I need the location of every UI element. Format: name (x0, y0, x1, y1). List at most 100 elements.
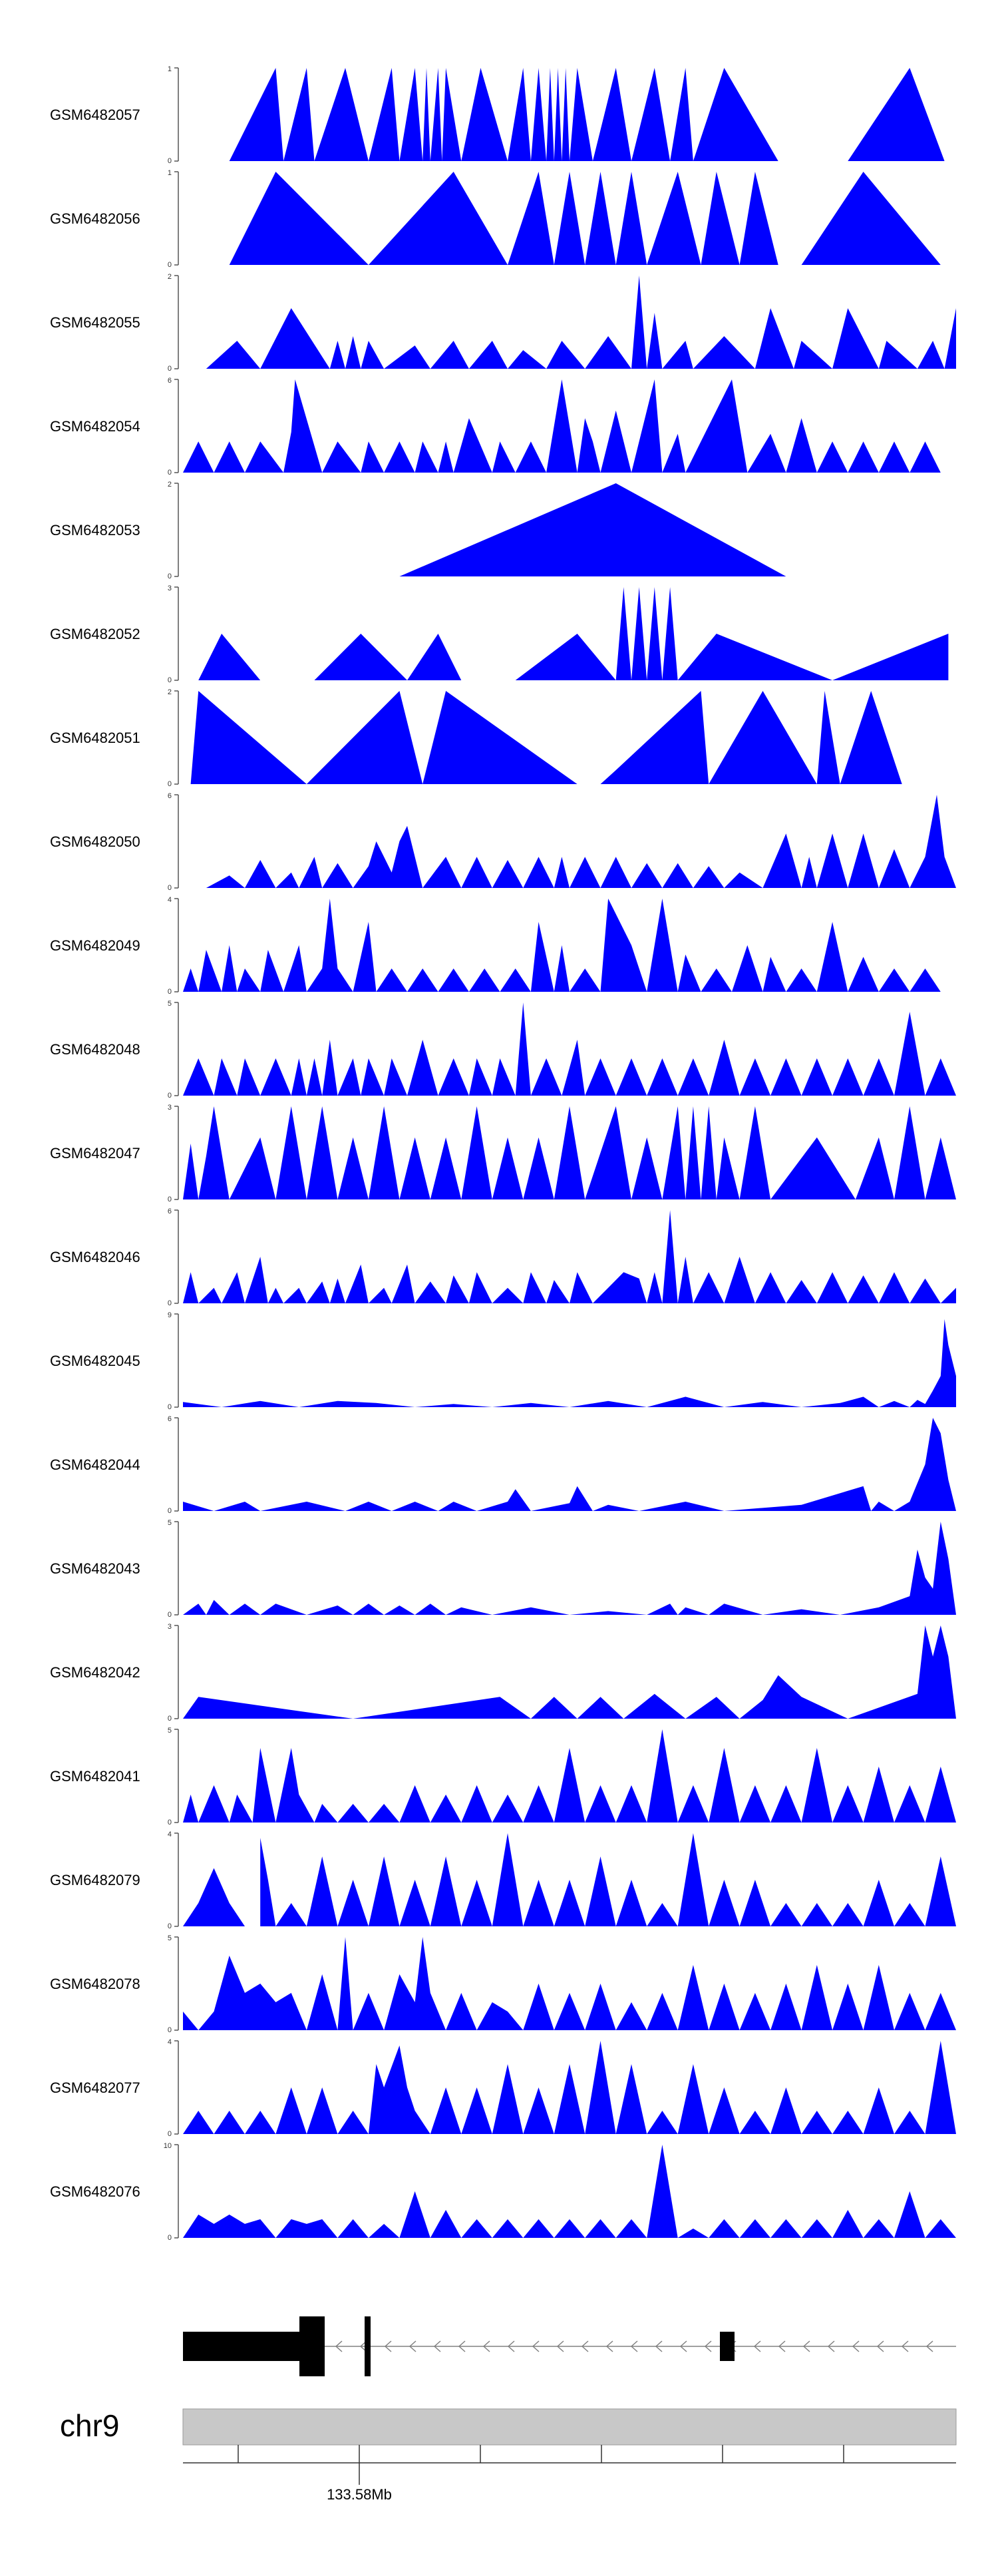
track-label: GSM6482047 (50, 1145, 140, 1162)
y-tick-label: 5 (168, 1519, 172, 1527)
strand-arrow (901, 2340, 909, 2352)
track: GSM6482048 5 0 (50, 1000, 956, 1100)
track-label: GSM6482046 (50, 1249, 140, 1265)
track: GSM6482079 4 0 (50, 1830, 956, 1930)
y-tick-label: 0 (168, 2234, 172, 2242)
y-tick-label: 5 (168, 1000, 172, 1008)
coverage-area (190, 691, 902, 784)
track-label: GSM6482057 (50, 107, 140, 123)
coverage-tracks: GSM648205710GSM648205610GSM648205520GSM6… (50, 65, 956, 2242)
coverage-area (183, 1937, 956, 2030)
y-tick-label: 9 (168, 1311, 172, 1319)
strand-arrow (876, 2340, 884, 2352)
track: GSM6482077 4 0 (50, 2038, 956, 2138)
y-tick-label: 0 (168, 676, 172, 684)
y-tick-label: 2 (168, 688, 172, 696)
track: GSM6482044 6 0 (50, 1415, 956, 1515)
exon-block (299, 2316, 325, 2376)
chromosome-label: chr9 (60, 2408, 119, 2443)
y-tick-label: 0 (168, 1403, 172, 1411)
y-tick-label: 0 (168, 1299, 172, 1307)
strand-arrow (852, 2340, 860, 2352)
track: GSM6482046 6 0 (50, 1207, 956, 1307)
strand-arrow (655, 2340, 663, 2352)
track: GSM6482056 1 0 (50, 169, 941, 269)
y-tick-label: 3 (168, 1623, 172, 1631)
coverage-area (183, 1002, 956, 1096)
coverage-area (183, 899, 941, 992)
y-tick-label: 5 (168, 1934, 172, 1942)
strand-arrow (704, 2340, 712, 2352)
track-label: GSM6482044 (50, 1456, 140, 1473)
y-tick-label: 3 (168, 584, 172, 592)
track: GSM6482041 5 0 (50, 1727, 956, 1826)
track-label: GSM6482041 (50, 1768, 140, 1785)
strand-arrow (753, 2340, 761, 2352)
y-tick-label: 0 (168, 365, 172, 373)
coverage-area (198, 587, 949, 680)
y-tick-label: 6 (168, 377, 172, 385)
y-tick-label: 2 (168, 481, 172, 489)
track: GSM6482055 2 0 (50, 273, 956, 373)
track: GSM6482042 3 0 (50, 1623, 956, 1723)
track: GSM6482076 10 0 (50, 2142, 956, 2242)
track: GSM6482078 5 0 (50, 1934, 956, 2034)
y-tick-label: 0 (168, 884, 172, 892)
track: GSM6482051 2 0 (50, 688, 902, 788)
y-tick-label: 1 (168, 169, 172, 177)
strand-arrow (679, 2340, 687, 2352)
y-tick-label: 0 (168, 780, 172, 788)
track-label: GSM6482052 (50, 626, 140, 642)
strand-arrow (556, 2340, 564, 2352)
y-tick-label: 0 (168, 1922, 172, 1930)
track-label: GSM6482050 (50, 833, 140, 850)
y-tick-label: 0 (168, 1715, 172, 1723)
coverage-area (183, 1106, 956, 1199)
ideogram-band (182, 2408, 957, 2446)
strand-arrow (458, 2340, 466, 2352)
strand-arrow (482, 2340, 490, 2352)
strand-arrow (778, 2340, 786, 2352)
track: GSM6482054 6 0 (50, 377, 941, 477)
y-tick-label: 0 (168, 1092, 172, 1100)
coverage-area (206, 276, 956, 369)
track-label: GSM6482053 (50, 522, 140, 538)
strand-arrow (581, 2340, 589, 2352)
strand-arrow (630, 2340, 638, 2352)
track: GSM6482045 9 0 (50, 1311, 956, 1411)
y-tick-label: 10 (164, 2142, 172, 2150)
track-label: GSM6482045 (50, 1353, 140, 1369)
track: GSM6482057 1 0 (50, 65, 945, 165)
track-label: GSM6482076 (50, 2183, 140, 2200)
y-tick-label: 0 (168, 261, 172, 269)
y-tick-label: 4 (168, 896, 172, 904)
y-tick-label: 0 (168, 469, 172, 477)
track-label: GSM6482049 (50, 937, 140, 954)
y-tick-label: 0 (168, 572, 172, 580)
coverage-area (183, 1418, 956, 1511)
track: GSM6482052 3 0 (50, 584, 949, 684)
y-tick-label: 4 (168, 1830, 172, 1838)
utr-block (183, 2332, 303, 2361)
strand-arrow (384, 2340, 392, 2352)
strand-arrow (433, 2340, 441, 2352)
strand-arrow (532, 2340, 540, 2352)
y-tick-label: 6 (168, 1415, 172, 1423)
strand-arrow (925, 2340, 933, 2352)
y-tick-label: 0 (168, 2026, 172, 2034)
y-tick-label: 2 (168, 273, 172, 281)
coverage-area (183, 1833, 956, 1926)
chromosome-ideogram: chr9 133.58Mb (60, 2408, 957, 2503)
track-label: GSM6482078 (50, 1976, 140, 1992)
track-label: GSM6482079 (50, 1872, 140, 1888)
coverage-area (183, 1729, 956, 1823)
coverage-area (183, 1522, 956, 1615)
coverage-area (183, 1319, 956, 1407)
track-label: GSM6482056 (50, 210, 140, 227)
strand-arrow (802, 2340, 810, 2352)
y-tick-label: 1 (168, 65, 172, 73)
coverage-area (399, 483, 786, 576)
y-tick-label: 0 (168, 1611, 172, 1619)
y-tick-label: 0 (168, 1819, 172, 1826)
